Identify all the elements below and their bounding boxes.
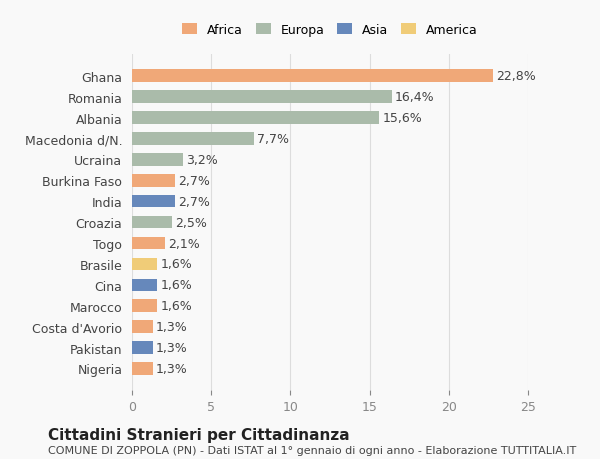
Text: 1,6%: 1,6%	[161, 279, 192, 291]
Text: 22,8%: 22,8%	[496, 70, 536, 83]
Text: 1,3%: 1,3%	[156, 320, 188, 333]
Bar	[132, 154, 182, 166]
Bar	[132, 341, 152, 354]
Text: 2,1%: 2,1%	[169, 237, 200, 250]
Text: Cittadini Stranieri per Cittadinanza: Cittadini Stranieri per Cittadinanza	[48, 427, 350, 442]
Text: 15,6%: 15,6%	[382, 112, 422, 125]
Bar	[132, 237, 165, 250]
Bar	[132, 321, 152, 333]
Bar	[132, 300, 157, 312]
Bar	[132, 174, 175, 187]
Bar	[132, 216, 172, 229]
Bar	[132, 133, 254, 146]
Text: 1,6%: 1,6%	[161, 300, 192, 313]
Bar	[132, 91, 392, 104]
Bar	[132, 258, 157, 271]
Bar	[132, 279, 157, 291]
Text: 16,4%: 16,4%	[395, 91, 434, 104]
Bar	[132, 196, 175, 208]
Bar	[132, 70, 493, 83]
Text: 3,2%: 3,2%	[186, 154, 218, 167]
Bar	[132, 112, 379, 124]
Text: 1,3%: 1,3%	[156, 362, 188, 375]
Text: 2,5%: 2,5%	[175, 216, 206, 229]
Text: 7,7%: 7,7%	[257, 133, 289, 146]
Text: 2,7%: 2,7%	[178, 195, 210, 208]
Text: 1,3%: 1,3%	[156, 341, 188, 354]
Text: 1,6%: 1,6%	[161, 258, 192, 271]
Legend: Africa, Europa, Asia, America: Africa, Europa, Asia, America	[176, 18, 484, 43]
Bar	[132, 363, 152, 375]
Text: COMUNE DI ZOPPOLA (PN) - Dati ISTAT al 1° gennaio di ogni anno - Elaborazione TU: COMUNE DI ZOPPOLA (PN) - Dati ISTAT al 1…	[48, 445, 576, 455]
Text: 2,7%: 2,7%	[178, 174, 210, 187]
